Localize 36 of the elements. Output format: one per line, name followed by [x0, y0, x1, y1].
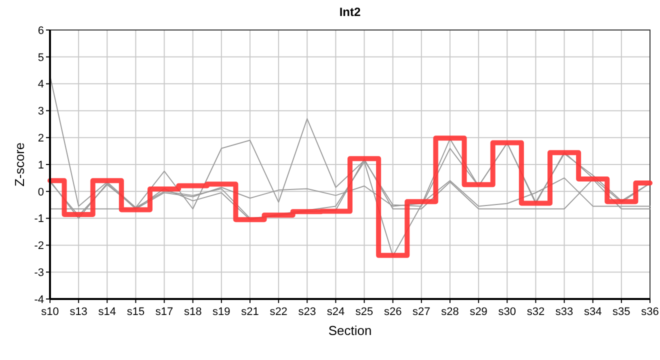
x-tick-label: s15 — [126, 306, 145, 318]
x-tick-label: s18 — [184, 306, 202, 318]
y-tick-label: -2 — [34, 240, 44, 252]
y-tick-label: 5 — [38, 52, 44, 64]
y-tick-label: 6 — [38, 24, 44, 37]
x-tick-label: s28 — [441, 306, 459, 318]
y-tick-label: -3 — [34, 266, 44, 279]
x-tick-label: s34 — [584, 306, 602, 318]
x-tick-label: s33 — [555, 306, 574, 318]
x-tick-label: s19 — [212, 306, 230, 318]
x-tick-label: s29 — [470, 306, 488, 318]
x-tick-label: s13 — [70, 306, 88, 318]
x-tick-label: s30 — [498, 306, 516, 318]
y-tick-label: 0 — [38, 186, 44, 198]
y-tick-label: 4 — [38, 78, 44, 91]
y-tick-label: 1 — [38, 159, 44, 172]
x-tick-label: s26 — [384, 306, 402, 318]
x-tick-label: s25 — [355, 306, 374, 318]
y-tick-label: 3 — [38, 106, 44, 118]
x-tick-label: s17 — [155, 306, 174, 318]
y-tick-label: -1 — [34, 213, 44, 226]
x-tick-label: s36 — [641, 306, 659, 318]
y-tick-label: 2 — [38, 132, 44, 144]
x-tick-label: s35 — [612, 306, 630, 318]
x-tick-label: s22 — [270, 306, 288, 318]
x-tick-label: s10 — [41, 306, 59, 318]
x-tick-label: s27 — [412, 306, 430, 318]
x-tick-label: s14 — [98, 306, 116, 318]
y-tick-label: -4 — [34, 294, 44, 306]
x-tick-label: s23 — [298, 306, 316, 318]
x-tick-label: s24 — [326, 306, 345, 318]
x-tick-label: s32 — [526, 306, 545, 318]
y-axis-title: Z-score — [12, 142, 27, 187]
x-tick-label: s21 — [241, 306, 259, 318]
x-axis-title: Section — [328, 323, 372, 338]
chart-title: Int2 — [339, 5, 361, 19]
